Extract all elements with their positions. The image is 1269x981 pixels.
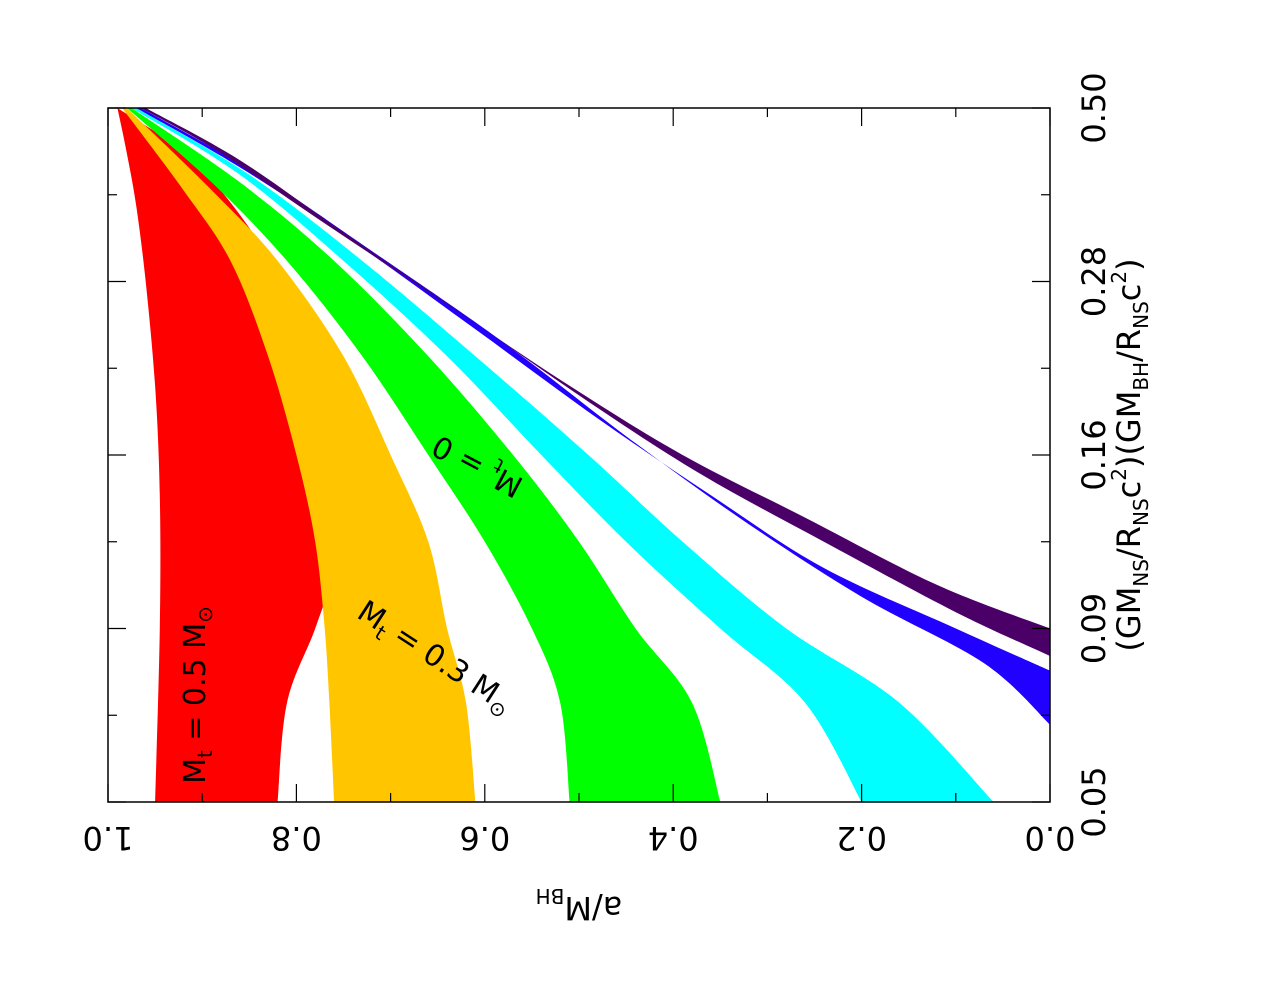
y-label-part: c <box>1110 284 1148 302</box>
y-label-part: c <box>1110 481 1148 499</box>
annotation-sub: t <box>193 750 217 758</box>
sun-symbol-icon: ⊙ <box>193 606 217 623</box>
band-2 <box>126 108 721 802</box>
x-axis-label-sub: BH <box>536 884 565 908</box>
y-label-part: /R <box>1110 329 1148 362</box>
x-tick-label: 0.2 <box>836 819 887 857</box>
annotation-rest: = 0.5 M <box>178 623 213 750</box>
y-tick-label: 0.09 <box>1075 593 1113 664</box>
x-tick-label: 0.8 <box>271 819 322 857</box>
x-tick-label: 0.6 <box>459 819 510 857</box>
y-tick-label: 0.28 <box>1075 246 1113 317</box>
axis-ticks: 1.0 0.8 0.6 0.4 0.2 0.00.05 0.09 0.16 0.28 0.50 <box>83 72 1113 857</box>
band-0 <box>117 108 344 802</box>
y-label-part: (GM <box>1110 587 1148 652</box>
x-axis-label-base: a/M <box>564 889 622 927</box>
y-label-part: /R <box>1110 526 1148 559</box>
y-label-sub: NS <box>1129 559 1153 587</box>
y-label-sub: NS <box>1129 301 1153 329</box>
x-tick-label: 0.4 <box>648 819 699 857</box>
y-label-sub: NS <box>1129 498 1153 526</box>
y-tick-label: 0.16 <box>1075 419 1113 490</box>
band-1 <box>122 108 476 802</box>
band-5 <box>141 108 1050 656</box>
band-3 <box>131 108 994 802</box>
y-label-part: ) <box>1110 258 1148 270</box>
annotation-text: M <box>178 758 213 784</box>
y-tick-label: 0.05 <box>1075 766 1113 837</box>
y-label-sup: 2 <box>1107 271 1131 284</box>
y-label-sub: BH <box>1129 362 1153 391</box>
x-tick-label: 1.0 <box>83 819 134 857</box>
chart-bands <box>117 108 1050 802</box>
band-4 <box>136 108 1050 725</box>
x-tick-label: 0.0 <box>1025 819 1076 857</box>
x-axis-label: a/MBH <box>536 884 623 927</box>
annotation-mt-05: Mt = 0.5 M⊙ <box>178 606 217 784</box>
y-label-part: )(GM <box>1110 391 1148 468</box>
y-tick-label: 0.50 <box>1075 72 1113 143</box>
y-axis-label: (GMNS/RNSc2)(GMBH/RNSc2) <box>1107 258 1153 651</box>
y-label-sup: 2 <box>1107 468 1131 481</box>
